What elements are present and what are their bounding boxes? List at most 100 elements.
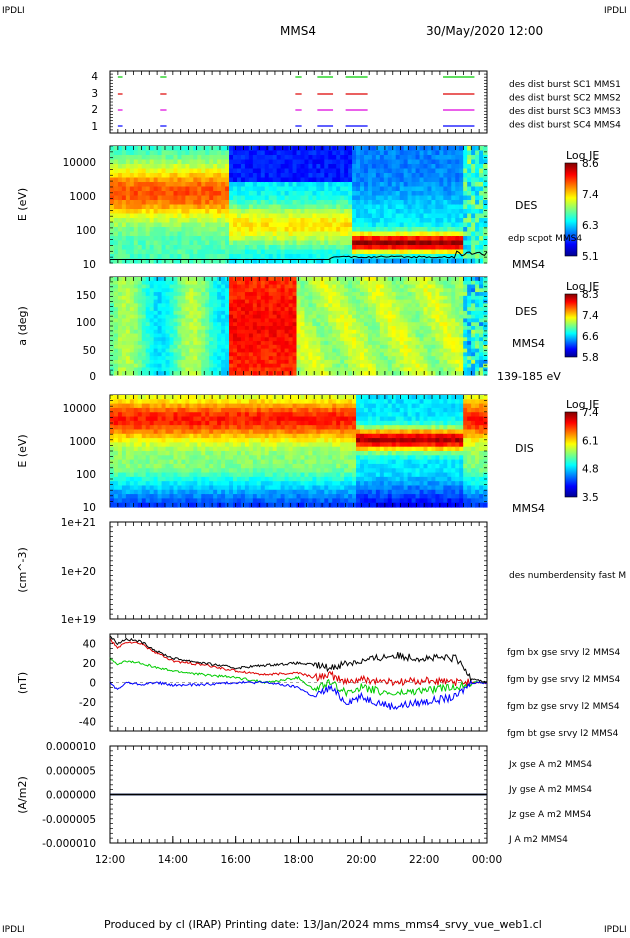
des-energy-cell: [229, 213, 234, 219]
des-energy-cell: [367, 258, 373, 264]
des-energy-cell: [467, 150, 472, 156]
des-energy-cell: [197, 150, 202, 156]
des-pitch-cell: [117, 322, 123, 327]
des-pitch-cell: [407, 326, 413, 331]
des-pitch-cell: [367, 314, 373, 320]
des-pitch-cell: [169, 356, 175, 361]
des-pitch-cell: [240, 295, 246, 301]
des-pitch-cell: [304, 356, 310, 361]
des-pitch-cell: [403, 322, 409, 327]
des-pitch-cell: [137, 333, 143, 338]
des-energy-cell: [129, 209, 135, 215]
des-pitch-cell: [248, 299, 254, 304]
des-pitch-cell: [252, 352, 258, 357]
des-pitch-cell: [177, 333, 183, 338]
des-energy-cell: [268, 191, 274, 197]
des-energy-cell: [264, 240, 270, 246]
des-energy-cell: [256, 195, 262, 201]
des-energy-cell: [467, 146, 472, 152]
des-energy-cell: [248, 218, 254, 224]
des-energy-cell: [221, 150, 226, 156]
des-pitch-cell: [125, 277, 131, 282]
des-pitch-cell: [233, 318, 238, 323]
des-energy-cell: [336, 159, 341, 165]
des-energy-cell: [145, 186, 151, 192]
des-energy-cell: [244, 146, 250, 152]
des-pitch-cell: [423, 303, 429, 308]
des-pitch-cell: [280, 318, 286, 323]
des-energy-cell: [153, 186, 159, 192]
des-pitch-cell: [431, 299, 437, 304]
des-pitch-cell: [161, 356, 167, 361]
des-pitch-cell: [459, 367, 464, 372]
des-pitch-cell: [221, 367, 226, 372]
des-energy-cell: [419, 173, 425, 179]
des-pitch-cell: [367, 284, 373, 289]
des-energy-cell: [395, 168, 401, 174]
des-pitch-cell: [431, 356, 437, 361]
des-energy-cell: [344, 227, 349, 233]
des-pitch-cell: [284, 314, 290, 320]
des-energy-cell: [129, 186, 135, 192]
des-energy-cell: [403, 240, 409, 246]
des-pitch-cell: [141, 322, 147, 327]
des-energy-cell: [387, 240, 393, 246]
des-energy-cell: [201, 258, 206, 264]
des-pitch-cell: [149, 341, 155, 346]
des-pitch-cell: [340, 277, 345, 282]
des-pitch-cell: [213, 356, 218, 361]
des-energy-cell: [375, 204, 381, 210]
des-energy-cell: [189, 254, 194, 260]
des-pitch-cell: [221, 363, 226, 369]
des-pitch-cell: [336, 299, 341, 304]
des-energy-cell: [205, 177, 210, 183]
des-pitch-cell: [181, 326, 186, 331]
des-energy-cell: [300, 173, 306, 179]
des-energy-cell: [153, 182, 159, 188]
des-energy-cell: [447, 195, 452, 201]
des-energy-cell: [439, 195, 444, 201]
des-energy-cell: [292, 222, 298, 228]
des-energy-cell: [125, 200, 131, 206]
des-energy-cell: [264, 164, 270, 170]
des-pitch-cell: [316, 303, 321, 308]
des-pitch-cell: [367, 326, 373, 331]
des-energy-cell: [332, 182, 337, 188]
des-pitch-cell: [367, 333, 373, 338]
des-energy-cell: [403, 213, 409, 219]
des-energy-cell: [185, 258, 190, 264]
des-energy-cell: [153, 173, 159, 179]
des-pitch-cell: [117, 371, 123, 376]
des-pitch-cell: [316, 367, 321, 372]
des-pitch-cell: [399, 363, 405, 369]
des-energy-cell: [181, 191, 186, 197]
des-energy-cell: [411, 222, 417, 228]
des-energy-cell: [236, 204, 242, 210]
des-pitch-cell: [221, 295, 226, 301]
des-energy-cell: [197, 218, 202, 224]
des-pitch-cell: [169, 314, 175, 320]
des-pitch-cell: [185, 322, 190, 327]
des-pitch-cell: [467, 284, 472, 289]
des-energy-cell: [403, 258, 409, 264]
des-energy-cell: [225, 146, 230, 152]
des-pitch-cell: [125, 280, 131, 286]
des-pitch-cell: [479, 303, 484, 308]
des-pitch-cell: [352, 318, 357, 323]
des-pitch-cell: [443, 371, 448, 376]
des-pitch-cell: [185, 292, 190, 297]
des-pitch-cell: [157, 295, 163, 301]
panel-frame: [109, 521, 488, 620]
des-energy-cell: [467, 218, 472, 224]
des-energy-cell: [360, 164, 365, 170]
des-pitch-cell: [312, 356, 317, 361]
des-pitch-cell: [209, 318, 214, 323]
des-energy-cell: [117, 177, 123, 183]
des-pitch-cell: [197, 329, 202, 335]
des-pitch-cell: [443, 337, 448, 342]
des-energy-cell: [181, 213, 186, 219]
des-pitch-cell: [117, 292, 123, 297]
des-pitch-cell: [367, 295, 373, 301]
des-energy-cell: [411, 240, 417, 246]
des-pitch-cell: [233, 322, 238, 327]
